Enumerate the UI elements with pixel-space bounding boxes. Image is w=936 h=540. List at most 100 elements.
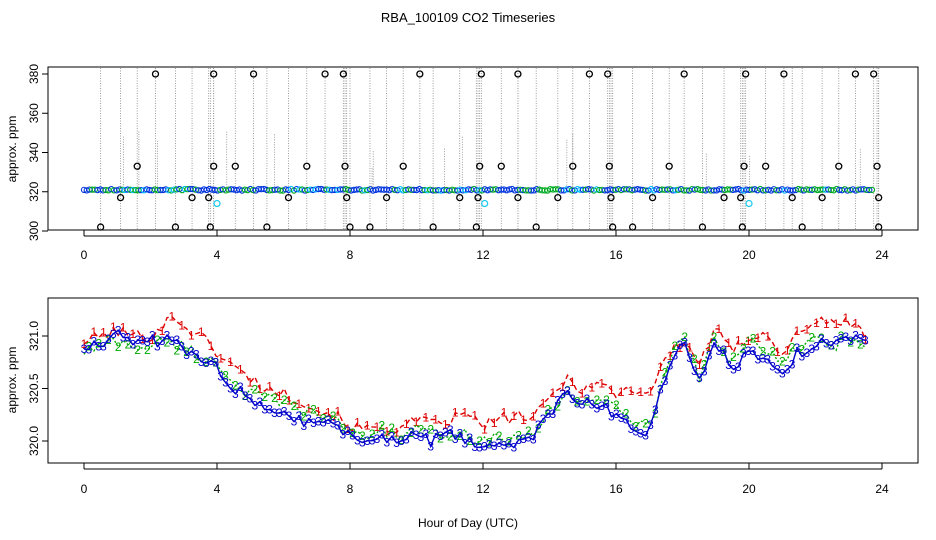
bottom-y-axis-label: approx. ppm <box>5 347 19 414</box>
series-3-marker: 3 <box>833 333 840 347</box>
series-3-marker: 3 <box>129 338 136 352</box>
series-3-marker: 3 <box>574 397 581 411</box>
series-2-marker: 2 <box>330 409 337 423</box>
mid-low-point <box>607 193 615 202</box>
series-2-marker: 2 <box>535 422 542 436</box>
high-outlier-point <box>339 70 348 78</box>
mid-high-point <box>476 162 484 170</box>
series-1-marker: 1 <box>149 333 156 347</box>
low-outlier-point <box>532 223 540 231</box>
low-outlier-point <box>798 223 806 231</box>
series-3-marker: 3 <box>398 434 405 448</box>
series-3-marker: 3 <box>852 328 859 342</box>
series-3-marker: 3 <box>847 334 854 348</box>
bottom-x-tick-label: 8 <box>347 482 354 496</box>
series-3-marker: 3 <box>173 333 180 347</box>
series-1-marker: 1 <box>716 322 723 336</box>
series-2-marker: 2 <box>632 419 639 433</box>
series-3-marker: 3 <box>803 346 810 360</box>
series-3-marker: 3 <box>213 356 220 370</box>
series-3-marker: 3 <box>300 419 307 433</box>
series-1-marker: 1 <box>169 310 176 324</box>
series-1-marker: 1 <box>559 380 566 394</box>
low-outlier-point <box>96 223 105 231</box>
series-3-marker: 3 <box>662 374 669 388</box>
baseline-point <box>260 185 268 193</box>
series-1-marker: 1 <box>90 325 97 339</box>
series-3-marker: 3 <box>110 327 117 341</box>
series-2-marker: 2 <box>847 336 854 350</box>
series-2-marker: 2 <box>300 409 307 423</box>
series-3-line <box>83 329 866 449</box>
mid-low-point <box>720 193 728 202</box>
mid-low-point <box>382 193 391 202</box>
series-3-marker: 3 <box>769 359 776 373</box>
series-1-marker: 1 <box>706 340 713 354</box>
high-outlier-point <box>870 70 878 78</box>
mid-low-point <box>456 193 464 202</box>
series-3-marker: 3 <box>169 334 176 348</box>
mid-high-point <box>210 162 218 170</box>
series-1-marker: 1 <box>81 337 88 351</box>
series-3-marker: 3 <box>125 331 132 345</box>
top-y-tick-label: 340 <box>27 142 41 162</box>
series-3-marker: 3 <box>310 416 317 430</box>
series-3-marker: 3 <box>296 409 303 423</box>
series-1-marker: 1 <box>266 380 273 394</box>
series-3-marker: 3 <box>442 426 449 440</box>
mid-high-point <box>399 162 407 170</box>
series-3-marker: 3 <box>657 383 664 397</box>
series-3-marker: 3 <box>691 364 698 378</box>
series-3-marker: 3 <box>242 389 249 403</box>
baseline-point <box>642 187 649 194</box>
series-2-marker: 2 <box>506 435 513 449</box>
series-3-marker: 3 <box>315 415 322 429</box>
mid-high-point <box>303 162 311 170</box>
series-2-marker: 2 <box>759 345 766 359</box>
top-y-tick-label: 320 <box>27 181 41 201</box>
top-panel: 0 4 8 12 16 20 24 300 320 340 360 380 approx. ppm <box>5 64 919 262</box>
series-3-marker: 3 <box>349 429 356 443</box>
series-1-marker: 1 <box>462 406 469 420</box>
low-outlier-point <box>171 223 180 231</box>
series-3-marker: 3 <box>457 426 464 440</box>
series-1-marker: 1 <box>198 325 205 339</box>
bottom-x-tick-label: 24 <box>875 482 889 496</box>
series-3-marker: 3 <box>432 427 439 441</box>
series-3-marker: 3 <box>276 406 283 420</box>
series-1-marker: 1 <box>774 345 781 359</box>
bottom-x-tick-label: 12 <box>476 482 490 496</box>
series-1-marker: 1 <box>110 320 117 334</box>
high-outlier-point <box>477 70 485 78</box>
bottom-x-tick-label: 0 <box>81 482 88 496</box>
series-3-marker: 3 <box>95 339 102 353</box>
series-3-marker: 3 <box>208 354 215 368</box>
bottom-y-tick-label: 320.0 <box>27 426 41 456</box>
series-3-marker: 3 <box>716 344 723 358</box>
series-3-marker: 3 <box>593 401 600 415</box>
low-outlier-point <box>263 223 271 231</box>
series-1-marker: 1 <box>354 416 361 430</box>
top-y-tick-label: 300 <box>27 221 41 241</box>
series-3-marker: 3 <box>637 427 644 441</box>
series-3-marker: 3 <box>281 405 288 419</box>
mid-high-point <box>740 162 748 170</box>
series-1-line <box>83 315 867 434</box>
series-1-marker: 1 <box>745 334 752 348</box>
series-2-marker: 2 <box>672 339 679 353</box>
mid-high-point <box>231 162 239 170</box>
series-3-marker: 3 <box>369 434 376 448</box>
mid-high-point <box>761 162 770 170</box>
bottom-y-tick-label: 320.5 <box>27 373 41 403</box>
series-3-marker: 3 <box>755 352 762 366</box>
series-1-marker: 1 <box>471 409 478 423</box>
baseline-point <box>789 187 797 194</box>
series-3-marker: 3 <box>535 418 542 432</box>
series-2-marker: 2 <box>125 338 132 352</box>
high-outlier-point <box>780 70 788 78</box>
series-1-marker: 1 <box>637 385 644 399</box>
series-2-line <box>83 335 866 445</box>
series-3-marker: 3 <box>711 336 718 350</box>
series-3-marker: 3 <box>779 367 786 381</box>
